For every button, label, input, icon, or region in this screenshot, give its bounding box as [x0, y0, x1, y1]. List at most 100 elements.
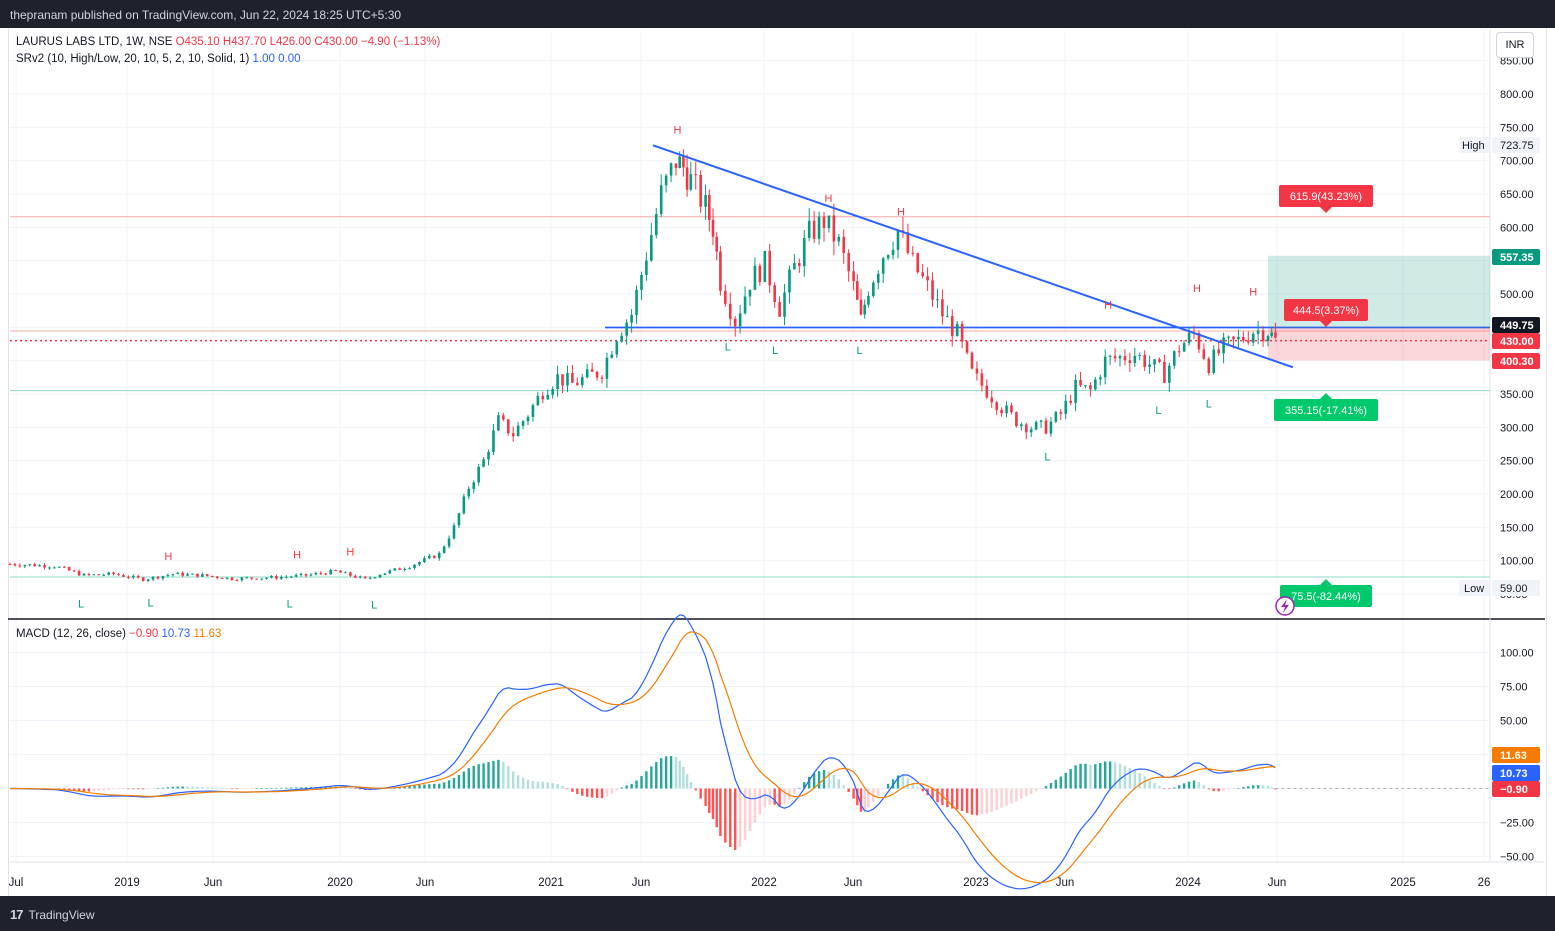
- candle-body: [758, 265, 762, 282]
- candle-body: [773, 285, 776, 303]
- macd-histogram-bar: [581, 788, 584, 796]
- macd-histogram-bar: [1207, 788, 1210, 790]
- macd-histogram-bar: [1163, 788, 1166, 790]
- macd-histogram-bar: [285, 787, 288, 789]
- symbol-name[interactable]: LAURUS LABS LTD, 1W, NSE: [16, 36, 173, 48]
- candle-body: [1202, 349, 1206, 359]
- macd-histogram-bar: [1069, 768, 1072, 789]
- pivot-low-label: L: [1155, 405, 1161, 417]
- macd-histogram-bar: [970, 788, 974, 815]
- symbol-legend[interactable]: LAURUS LABS LTD, 1W, NSE O435.10 H437.70…: [16, 36, 440, 48]
- candle-body: [43, 565, 46, 568]
- macd-name[interactable]: MACD (12, 26, close): [16, 628, 126, 640]
- candle-body: [1246, 340, 1250, 343]
- candle-body: [699, 174, 702, 207]
- macd-histogram-bar: [951, 788, 954, 809]
- macd-histogram-bar: [960, 788, 964, 811]
- macd-histogram-bar: [349, 788, 352, 789]
- macd-histogram-bar: [946, 788, 949, 808]
- macd-histogram-bar: [97, 788, 100, 791]
- candle-body: [600, 377, 604, 379]
- macd-histogram-bar: [1217, 788, 1220, 792]
- level-two-price-value: 400.30: [1500, 356, 1534, 368]
- low-label-tag: [1459, 580, 1491, 596]
- candle-body: [383, 573, 387, 575]
- macd-histogram-bar: [748, 788, 752, 832]
- macd-histogram-bar: [1089, 764, 1092, 789]
- candle-body: [304, 573, 308, 576]
- macd-histogram-bar: [678, 760, 681, 789]
- candle-body: [67, 567, 71, 571]
- macd-histogram-bar: [161, 787, 165, 789]
- macd-histogram-bar: [1025, 788, 1028, 797]
- price-tick-label: 650.00: [1500, 189, 1534, 201]
- candle-body: [339, 570, 342, 573]
- candle-body: [1128, 360, 1132, 363]
- price-tick-label: 300.00: [1500, 422, 1534, 434]
- candle-body: [1020, 424, 1023, 427]
- macd-histogram-bar: [852, 788, 855, 799]
- macd-histogram-bar: [1148, 779, 1151, 789]
- candle-body: [1197, 333, 1201, 350]
- candle-body: [107, 572, 110, 575]
- macd-histogram-bar: [132, 788, 135, 790]
- macd-signal-value: 11.63: [193, 628, 222, 640]
- srv2-legend[interactable]: SRv2 (10, High/Low, 20, 10, 5, 2, 10, So…: [16, 53, 301, 65]
- macd-histogram-bar: [181, 786, 184, 789]
- macd-histogram-bar: [107, 788, 110, 790]
- price-tick-label: 500.00: [1500, 289, 1534, 301]
- tradingview-brand[interactable]: 17 TradingView: [10, 907, 95, 922]
- pivot-low-label: L: [856, 345, 862, 357]
- macd-histogram-bar: [1118, 763, 1122, 789]
- macd-histogram-bar: [1084, 763, 1087, 789]
- macd-legend[interactable]: MACD (12, 26, close) −0.90 10.73 11.63: [16, 628, 221, 640]
- currency-button[interactable]: INR: [1496, 32, 1534, 58]
- candle-body: [408, 568, 411, 570]
- macd-histogram-bar: [1270, 787, 1273, 789]
- macd-histogram-bar: [1187, 781, 1191, 789]
- time-tick-label: 2022: [751, 877, 777, 889]
- candle-body: [437, 552, 441, 559]
- candle-body: [1187, 332, 1191, 344]
- price-tick-label: 100.00: [1500, 556, 1534, 568]
- candle-body: [650, 235, 653, 261]
- lightning-glyph-icon: [1281, 599, 1289, 613]
- macd-histogram-bar: [1094, 764, 1097, 789]
- srv2-name[interactable]: SRv2 (10, High/Low, 20, 10, 5, 2, 10, So…: [16, 53, 250, 65]
- candle-body: [1113, 355, 1117, 359]
- macd-histogram-bar: [896, 775, 900, 789]
- macd-histogram-bar: [660, 758, 663, 789]
- macd-histogram-bar: [906, 778, 910, 789]
- candle-body: [1108, 355, 1112, 357]
- publish-header: thepranam published on TradingView.com, …: [0, 0, 1555, 28]
- candle-body: [299, 573, 303, 575]
- pivot-low-label: L: [78, 598, 84, 610]
- candle-body: [682, 156, 685, 168]
- macd-histogram-bar: [980, 788, 984, 815]
- candle-body: [1029, 429, 1033, 433]
- candle-body: [132, 575, 135, 578]
- macd-histogram-bar: [1054, 779, 1058, 789]
- candle-body: [181, 572, 184, 576]
- macd-histogram-bar: [230, 788, 234, 790]
- low-value-tag: [1492, 580, 1540, 596]
- chart-frame[interactable]: [8, 28, 1547, 896]
- candle-body: [53, 567, 56, 569]
- macd-histogram-bar: [1010, 788, 1013, 804]
- candle-body: [8, 564, 12, 565]
- candle-body: [1010, 405, 1013, 413]
- candle-body: [659, 185, 663, 215]
- candle-body: [186, 574, 189, 576]
- macd-histogram-bar: [738, 788, 742, 847]
- candle-body: [536, 395, 540, 406]
- candle-body: [1084, 385, 1087, 387]
- level-one-price-tag: [1492, 317, 1540, 333]
- macd-histogram-bar: [551, 783, 554, 789]
- macd-histogram-bar: [531, 780, 535, 789]
- macd-histogram-bar: [758, 788, 762, 815]
- macd-histogram-bar: [778, 788, 781, 807]
- macd-histogram-bar: [354, 788, 357, 790]
- macd-histogram-bar: [556, 783, 559, 789]
- macd-tick-label: −50.00: [1500, 852, 1534, 864]
